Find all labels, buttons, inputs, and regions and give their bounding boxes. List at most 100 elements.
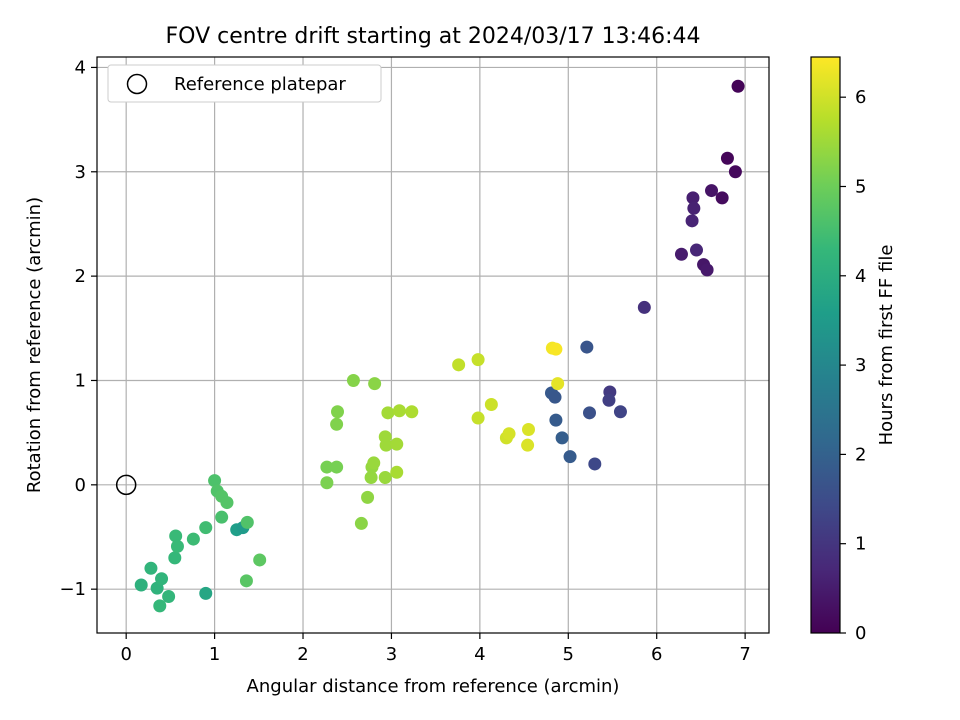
x-tick-label: 5 [563,644,574,665]
scatter-point [580,340,594,354]
scatter-point [720,151,734,165]
scatter-point [392,404,406,418]
plot-frame [96,56,770,634]
colorbar-tick-label: 5 [855,176,866,197]
legend: Reference platepar [107,64,382,103]
scatter-point [368,377,382,391]
y-tick-label: 4 [75,57,86,78]
scatter-point [471,411,485,425]
scatter-point [186,532,200,546]
scatter-point [452,358,466,372]
x-tick-label: 3 [386,644,397,665]
x-tick-label: 0 [120,644,131,665]
scatter-point [405,405,419,419]
scatter-point [689,243,703,257]
scatter-point [199,521,213,535]
scatter-point [208,474,222,488]
scatter-point [330,460,344,474]
legend-entry-label: Reference platepar [174,74,346,95]
scatter-point [637,300,651,314]
scatter-point [715,191,729,205]
scatter-point [705,184,719,198]
y-tick-label: 2 [75,266,86,287]
y-axis-ticks: −1 0 1 2 3 4 [59,57,97,600]
legend-box [107,64,382,103]
scatter-point [239,574,253,588]
x-tick-label: 2 [297,644,308,665]
scatter-point [378,471,392,485]
scatter-point [320,460,334,474]
scatter-point [381,406,395,420]
scatter-point [168,551,182,565]
scatter-point [502,427,516,441]
scatter-point [728,165,742,179]
scatter-point [144,561,158,575]
scatter-point [346,373,360,387]
scatter-point [602,393,616,407]
legend-marker-icon [126,73,148,95]
x-tick-label: 1 [209,644,220,665]
reference-marker-group [115,474,137,496]
colorbar-fill [811,57,840,633]
y-tick-label: 1 [75,370,86,391]
scatter-point [199,586,213,600]
scatter-point [320,476,334,490]
colorbar-label: Hours from first FF file [876,245,897,446]
scatter-point [548,390,562,404]
y-axis-label: Rotation from reference (arcmin) [24,197,45,493]
colorbar-tick-label: 0 [855,623,866,644]
scatter-point [220,496,234,510]
scatter-point [613,405,627,419]
scatter-point [687,201,701,215]
scatter-point [583,406,597,420]
x-tick-label: 4 [474,644,485,665]
y-tick-label: 0 [75,475,86,496]
scatter-point [361,490,375,504]
scatter-point [153,599,167,613]
scatter-point [240,515,254,529]
scatter-point [700,263,714,277]
y-tick-label: 3 [75,162,86,183]
reference-platepar-marker [115,474,137,496]
scatter-point [521,423,535,437]
scatter-point [555,431,569,445]
scatter-point [155,572,169,586]
scatter-point [549,413,563,427]
colorbar-tick-label: 3 [855,355,866,376]
scatter-point [390,437,404,451]
scatter-point [215,510,229,524]
scatter-point [549,342,563,356]
data-points [134,79,745,613]
scatter-point [134,578,148,592]
colorbar-tick-label: 4 [855,266,866,287]
scatter-point [253,553,267,567]
scatter-point [170,539,184,553]
scatter-point [686,191,700,205]
scatter-point [162,589,176,603]
x-tick-label: 7 [739,644,750,665]
colorbar-frame [810,56,841,634]
scatter-point [390,465,404,479]
x-axis-ticks: 0 1 2 3 4 5 6 7 [120,633,751,665]
colorbar: 0 1 2 3 4 5 6 Hours from first FF file [810,56,897,644]
scatter-point [588,457,602,471]
scatter-point [364,471,378,485]
scatter-point [331,405,345,419]
scatter-point [367,456,381,470]
scatter-point [484,397,498,411]
colorbar-tick-label: 6 [855,87,866,108]
colorbar-tick-label: 1 [855,534,866,555]
colorbar-ticks: 0 1 2 3 4 5 6 [840,87,866,644]
chart-title: FOV centre drift starting at 2024/03/17 … [166,24,701,49]
x-tick-label: 6 [651,644,662,665]
scatter-point [379,438,393,452]
scatter-point [674,247,688,261]
x-axis-label: Angular distance from reference (arcmin) [247,676,620,697]
scatter-point [169,529,183,543]
scatter-point [563,450,577,464]
colorbar-tick-label: 2 [855,444,866,465]
scatter-point [521,438,535,452]
scatter-point [330,417,344,431]
scatter-point [354,516,368,530]
